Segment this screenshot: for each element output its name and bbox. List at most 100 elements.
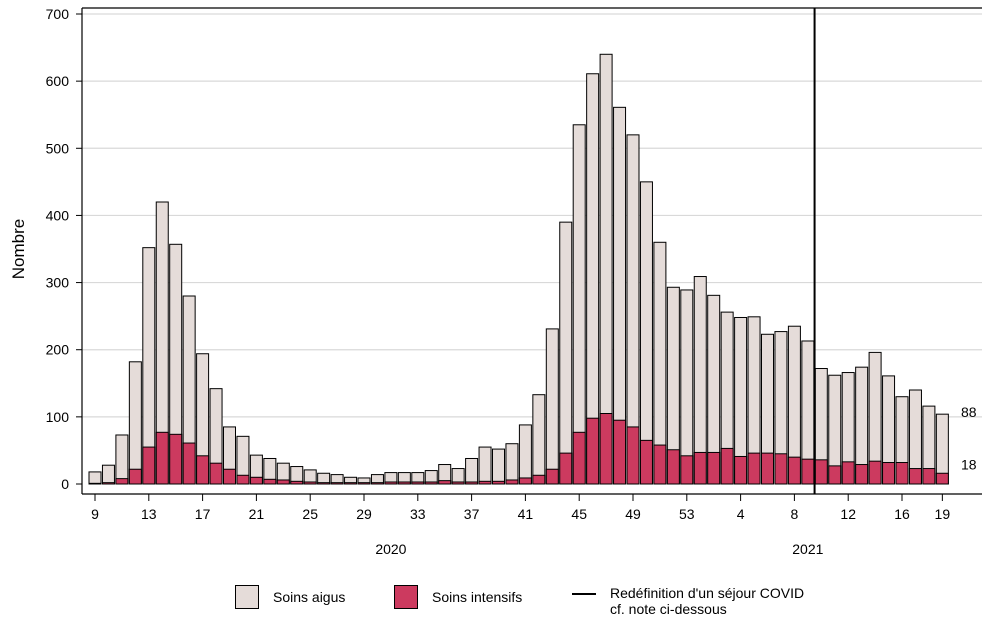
bar-icu	[370, 482, 384, 485]
x-tick-label: 9	[91, 506, 99, 522]
bar-icu	[344, 482, 358, 485]
bar-icu	[451, 481, 465, 485]
axes	[76, 7, 982, 501]
legend-line-label-1: Redéfinition d'un séjour COVID	[610, 585, 805, 601]
legend-item-redefinition-line: Redéfinition d'un séjour COVID cf. note …	[572, 585, 804, 617]
bar-icu	[747, 452, 761, 485]
bar-icu	[357, 482, 371, 485]
bar-icu	[438, 480, 452, 485]
bar-icu	[249, 476, 263, 485]
bar-icu	[720, 447, 734, 485]
bar-icu	[518, 477, 532, 485]
bar-icu	[142, 446, 156, 485]
y-tick-label: 600	[46, 73, 70, 89]
chart: 0 100 200 300 400 500 600 700 9 13 17 21 25 29 33 37 41 4…	[9, 6, 982, 557]
bar-icu	[411, 481, 425, 485]
end-annotation: 18	[961, 456, 977, 472]
bar-icu	[532, 474, 546, 485]
bar-acute	[492, 448, 505, 485]
y-axis-title: Nombre	[9, 219, 28, 279]
bar-icu	[182, 442, 196, 485]
bar-acute	[532, 394, 546, 485]
bar-icu	[734, 455, 748, 485]
x-tick-label: 25	[302, 506, 318, 522]
bar-icu	[639, 439, 653, 485]
bar-acute	[505, 443, 519, 485]
bar-icu	[814, 459, 828, 485]
bar-acute	[101, 464, 115, 485]
bar-icu	[169, 433, 183, 485]
bar-icu	[101, 482, 115, 485]
x-tick-label: 53	[679, 506, 695, 522]
bar-icu	[128, 468, 142, 485]
x-tick-label: 21	[249, 506, 265, 522]
bar-icu	[922, 468, 936, 485]
bar-acute	[128, 361, 142, 485]
bar-icu	[882, 462, 896, 485]
legend: Soins aigus Soins intensifs Redéfinition…	[0, 585, 982, 620]
bar-icu	[478, 480, 492, 485]
bar-icu	[209, 462, 223, 485]
bar-icu	[384, 481, 398, 485]
bar-icu	[666, 449, 680, 485]
x-tick-label: 17	[195, 506, 211, 522]
bar-icu	[868, 460, 882, 485]
bar-icu	[693, 451, 707, 485]
legend-swatch-icu	[394, 585, 418, 609]
bar-icu	[317, 482, 331, 485]
y-tick-label: 200	[46, 342, 70, 358]
y-tick-label: 700	[46, 6, 70, 22]
legend-line-swatch	[572, 593, 596, 595]
bar-icu	[330, 482, 344, 485]
bar-acute	[115, 434, 129, 485]
x-tick-label: 8	[791, 506, 799, 522]
y-tick-label: 100	[46, 409, 70, 425]
bar-acute	[639, 181, 653, 485]
bar-icu	[680, 455, 694, 485]
bar-icu	[545, 468, 559, 485]
bar-acute	[572, 124, 586, 485]
legend-item-acute: Soins aigus	[235, 585, 345, 609]
end-annotation: 88	[961, 404, 977, 420]
legend-line-label: Redéfinition d'un séjour COVID cf. note …	[610, 585, 804, 617]
bar-icu	[855, 464, 869, 485]
legend-label-acute: Soins aigus	[273, 589, 346, 605]
bar-icu	[801, 458, 815, 485]
bar-acute	[680, 289, 694, 485]
bar-icu	[787, 456, 801, 485]
y-tick-label: 0	[61, 476, 69, 492]
x-tick-label: 29	[356, 506, 372, 522]
bar-icu	[761, 452, 774, 485]
x-tick-label: 37	[464, 506, 480, 522]
bar-icu	[223, 468, 236, 485]
bar-icu	[613, 419, 627, 485]
bar-icu	[424, 481, 438, 485]
bar-icu	[465, 481, 479, 485]
bar-icu	[236, 474, 250, 485]
bar-icu	[828, 465, 842, 485]
bar-acute	[465, 457, 479, 485]
bar-acute	[518, 424, 532, 485]
x-tick-label: 16	[894, 506, 910, 522]
legend-label-icu: Soins intensifs	[432, 589, 523, 605]
legend-item-icu: Soins intensifs	[394, 585, 522, 609]
bar-acute	[88, 471, 102, 485]
y-tick-label: 500	[46, 140, 70, 156]
bar-icu	[774, 453, 788, 485]
x-tick-label: 33	[410, 506, 426, 522]
year-label: 2020	[375, 541, 406, 557]
x-tick-label: 49	[625, 506, 641, 522]
bar-icu	[707, 451, 721, 485]
bar-icu	[88, 482, 102, 485]
bar-icu	[115, 478, 129, 485]
bar-icu	[492, 480, 505, 485]
x-tick-label: 19	[935, 506, 951, 522]
legend-swatch-acute	[235, 585, 259, 609]
bar-icu	[276, 479, 290, 485]
bar-icu	[572, 431, 586, 485]
bar-icu	[653, 444, 667, 485]
legend-line-label-2: cf. note ci-dessous	[610, 601, 727, 617]
bar-icu	[303, 481, 317, 485]
bar-icu	[599, 413, 613, 485]
intensive-care-bars	[88, 413, 949, 485]
